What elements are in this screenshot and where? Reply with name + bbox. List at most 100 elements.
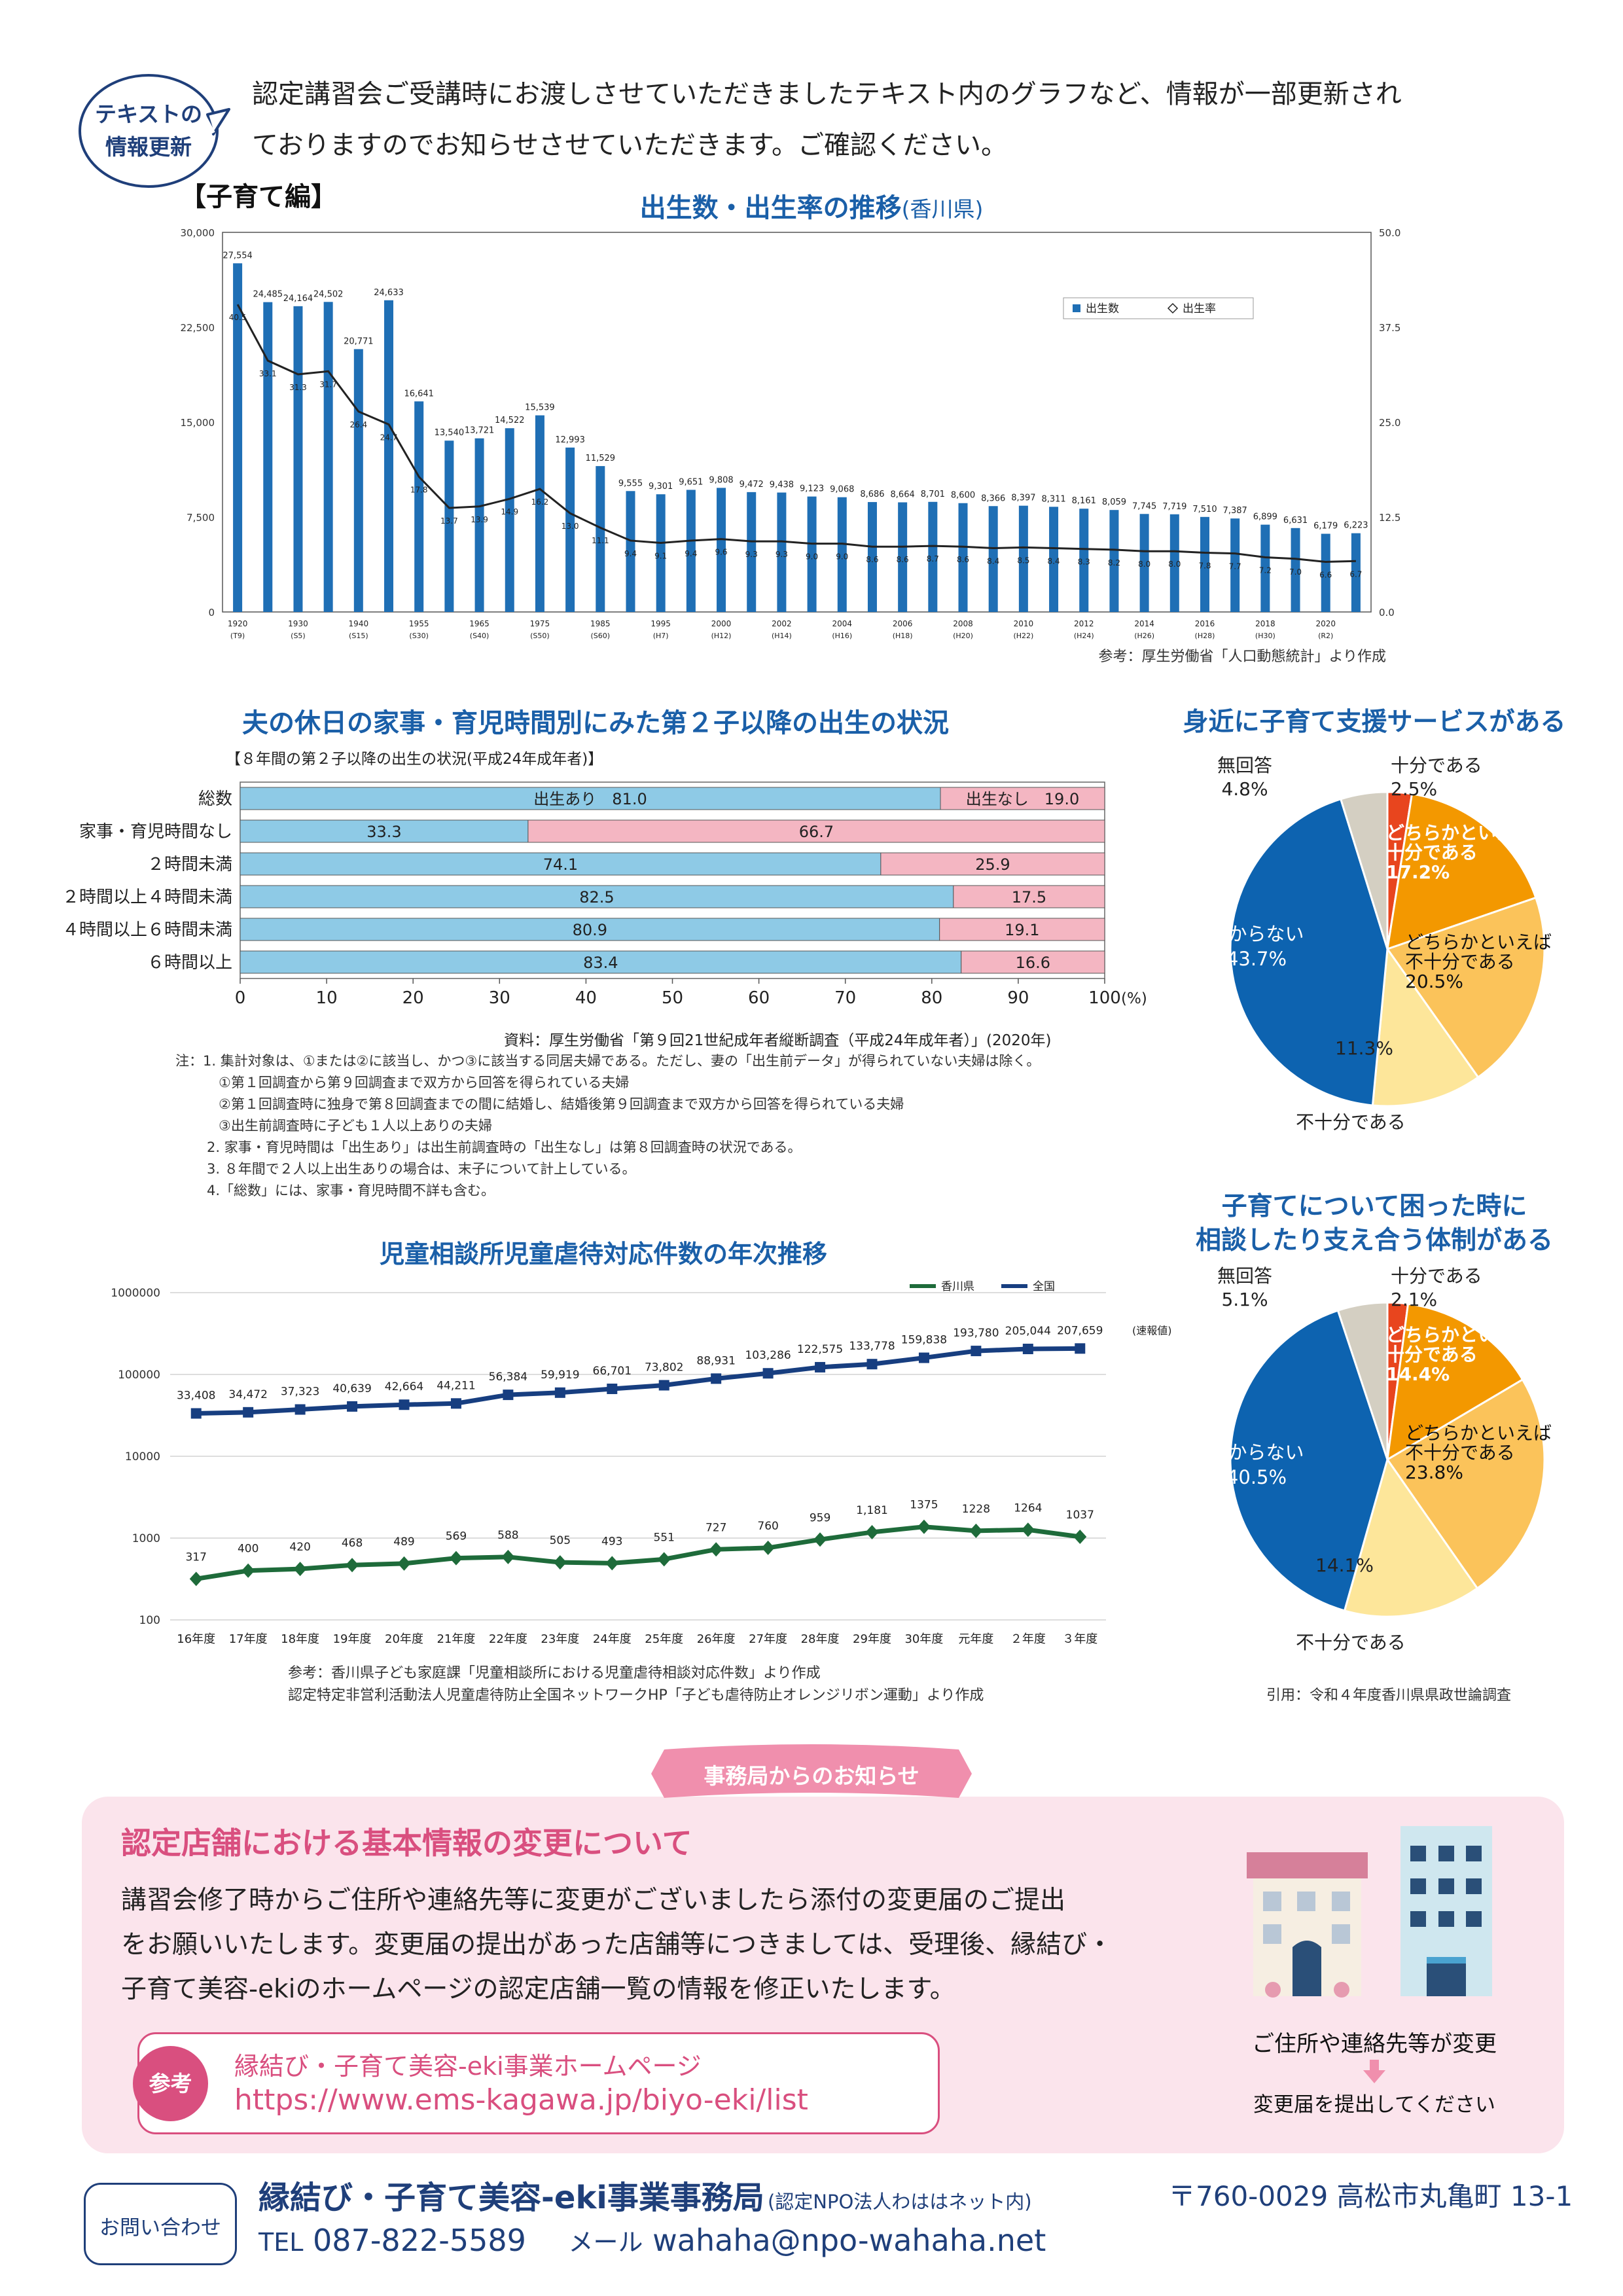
- abuse-national-label: 103,286: [745, 1349, 791, 1362]
- birth-rate-label: 7.0: [1289, 567, 1302, 577]
- birth-rate-label: 6.7: [1349, 569, 1362, 579]
- birth-bar: [1200, 516, 1209, 612]
- birth-x-tick: 2014: [1134, 619, 1154, 628]
- birth-bar: [807, 496, 817, 612]
- birth-bar-label: 15,539: [525, 403, 555, 413]
- birth-bar-label: 8,059: [1102, 497, 1126, 507]
- birth-x-tick: 2006: [893, 619, 913, 628]
- tel-label: TEL: [259, 2228, 304, 2257]
- pie2-labels: 無回答 5.1% 十分である 2.1% どちらかといえば 十分である 14.4% どちら…: [1165, 1257, 1610, 1676]
- birth-x-tick-era: (H22): [1013, 632, 1033, 640]
- abuse-y-tick: 100000: [118, 1369, 160, 1382]
- birth-bar: [1109, 510, 1119, 612]
- reference-url[interactable]: https://www.ems-kagawa.jp/biyo-eki/list: [234, 2083, 808, 2117]
- pie-slice: [1229, 797, 1389, 1107]
- birth-rate-label: 11.1: [592, 536, 609, 545]
- abuse-sokuhou: (速報値): [1132, 1324, 1171, 1336]
- birth-x-tick-era: (H24): [1074, 632, 1094, 640]
- birth-y-left-tick: 30,000: [181, 227, 215, 239]
- note-1-c: ③出生前調査時に子ども１人以上ありの夫婦: [219, 1118, 492, 1134]
- abuse-national-label: 73,802: [645, 1361, 683, 1374]
- birth-chart-title-suffix: (香川県): [901, 196, 984, 222]
- birth-x-tick: 2004: [832, 619, 853, 628]
- abuse-kagawa-marker: [293, 1562, 307, 1577]
- abuse-y-tick: 1000: [132, 1532, 160, 1545]
- abuse-kagawa-label: 588: [497, 1529, 518, 1542]
- abuse-legend-national: 全国: [1033, 1280, 1055, 1293]
- abuse-kagawa-label: 959: [810, 1511, 830, 1524]
- abuse-x-tick: 元年度: [958, 1632, 993, 1646]
- birth-x-tick-era: (H28): [1195, 632, 1215, 640]
- reference-link-box[interactable]: 参考 縁結び・子育て美容-eki事業ホームページ https://www.ems…: [133, 2032, 940, 2134]
- housework-born-label: 80.9: [573, 921, 607, 939]
- abuse-national-marker: [658, 1380, 669, 1391]
- birth-x-tick-era: (R2): [1318, 632, 1333, 640]
- birth-rate-label: 7.2: [1259, 565, 1272, 575]
- birth-bar-label: 13,540: [435, 428, 465, 438]
- abuse-kagawa-marker: [346, 1558, 359, 1573]
- pie-slice: [1336, 1301, 1389, 1460]
- pie1-chart: [1229, 791, 1546, 1107]
- birth-bar: [293, 306, 303, 612]
- birth-bar: [1260, 524, 1270, 612]
- abuse-kagawa-label: 1264: [1014, 1501, 1042, 1515]
- housework-category-label: ６時間以上: [147, 953, 232, 973]
- birth-bar: [474, 438, 484, 612]
- birth-bar-label: 9,651: [679, 477, 703, 487]
- abuse-national-label: 44,211: [437, 1379, 475, 1392]
- mail-address[interactable]: wahaha@npo-wahaha.net: [652, 2223, 1046, 2258]
- housework-x-tick: 50: [662, 988, 683, 1008]
- birth-bar: [928, 501, 938, 612]
- birth-rate-label: 13.9: [471, 515, 488, 524]
- birth-bar: [1139, 514, 1149, 612]
- abuse-x-tick: 26年度: [697, 1632, 736, 1646]
- birth-bar-label: 24,485: [253, 290, 283, 300]
- tel-number[interactable]: 087-822-5589: [313, 2223, 526, 2258]
- housework-bar-not-born: [961, 950, 1105, 974]
- abuse-kagawa-label: 400: [238, 1543, 259, 1556]
- birth-bar: [656, 494, 666, 612]
- reference-badge: 参考: [133, 2046, 208, 2121]
- birth-rate-label: 9.0: [836, 552, 848, 562]
- abuse-national-label: 159,838: [901, 1334, 947, 1347]
- abuse-national-marker: [918, 1352, 929, 1363]
- housework-category-label: ４時間以上６時間未満: [62, 920, 232, 940]
- pie1-label-unknown: わからない 43.7%: [1209, 923, 1304, 970]
- birth-legend-births: 出生数: [1086, 302, 1119, 315]
- birth-y-right-tick: 12.5: [1379, 512, 1400, 524]
- abuse-national-label: 42,664: [385, 1380, 423, 1393]
- housework-category-label: 総数: [198, 789, 232, 809]
- abuse-national-label: 66,701: [593, 1365, 632, 1378]
- abuse-x-tick: 30年度: [904, 1632, 943, 1646]
- birth-bar: [414, 401, 424, 612]
- birth-y-left-tick: 15,000: [181, 417, 215, 429]
- pie1-labels: 無回答 4.8% 十分である 2.5% どちらかといえば 十分である 17.2% どちら…: [1165, 746, 1610, 1165]
- pie2-label-rather-enough: どちらかといえば 十分である 14.4%: [1386, 1324, 1533, 1385]
- birth-x-tick-era: (S40): [470, 632, 490, 640]
- housework-bar-born: [240, 819, 529, 843]
- housework-category-label: ２時間未満: [147, 855, 232, 874]
- abuse-national-marker: [1022, 1344, 1033, 1355]
- birth-x-tick-era: (S30): [409, 632, 429, 640]
- birth-rate-label: 40.5: [229, 313, 247, 322]
- birth-bar-label: 8,397: [1011, 493, 1035, 503]
- pie1-label-rather-not: どちらかといえば 不十分である 20.5%: [1405, 931, 1552, 992]
- birth-bar: [444, 440, 454, 612]
- abuse-kagawa-label: 489: [393, 1535, 414, 1549]
- abuse-kagawa-label: 551: [653, 1531, 674, 1544]
- birth-bar-label: 8,664: [891, 490, 915, 499]
- pie2-label-enough: 十分である 2.1%: [1391, 1265, 1482, 1310]
- birth-bar-label: 9,438: [770, 480, 794, 490]
- pie1-title: 身近に子育て支援サービスがある: [1183, 708, 1566, 737]
- birth-bar-label: 7,387: [1223, 506, 1247, 516]
- housework-born-label: 33.3: [366, 823, 401, 841]
- birth-x-tick: 1985: [590, 619, 611, 628]
- notice-body-line2: をお願いいたします。変更届の提出があった店舗等につきましては、受理後、縁結び・: [121, 1930, 1113, 1960]
- birth-rate-label: 8.7: [927, 554, 939, 564]
- birth-x-tick: 2020: [1315, 619, 1336, 628]
- housework-x-tick: 30: [489, 988, 510, 1008]
- pie-slice: [1229, 1309, 1389, 1612]
- birth-rate-label: 14.9: [501, 507, 518, 516]
- birth-bar-label: 9,555: [618, 478, 643, 488]
- housework-x-tick: 0: [235, 988, 246, 1008]
